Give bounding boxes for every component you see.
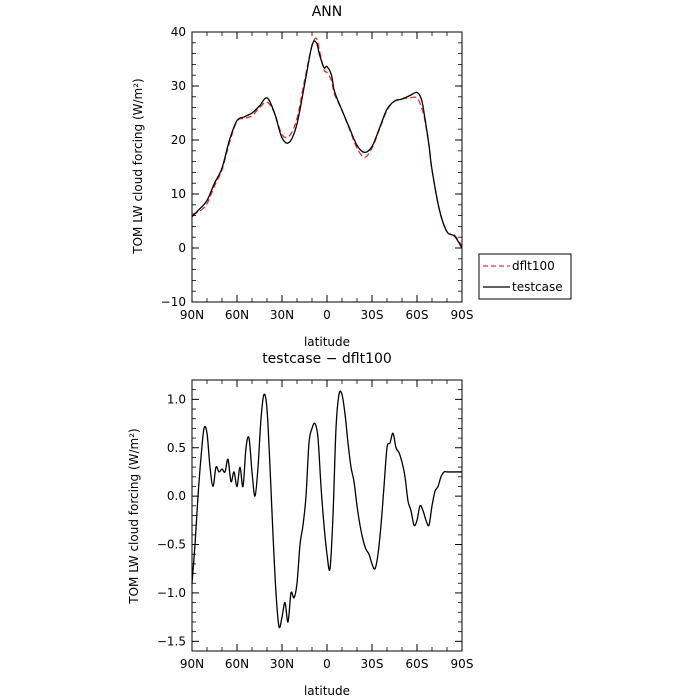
bottom-chart-series-line-series-0 xyxy=(191,390,462,629)
top-chart-y-axis-label: TOM LW cloud forcing (W/m²) xyxy=(131,78,145,255)
top-chart-y-tick-label: 40 xyxy=(171,25,186,39)
top-chart-ticks: −10 0 10 20 30 40 90N 60N 30N 0 30S 60S 90S xyxy=(161,25,474,322)
top-chart-series-line-dflt100 xyxy=(191,37,463,247)
legend-box xyxy=(478,253,572,300)
top-chart-title: ANN xyxy=(312,4,343,20)
top-chart-x-tick-label: 90S xyxy=(451,308,474,322)
bottom-chart-x-axis-label: latitude xyxy=(304,684,350,698)
bottom-chart-title: testcase − dflt100 xyxy=(262,351,392,367)
top-chart-x-tick-label: 30S xyxy=(361,308,384,322)
top-chart-y-tick-label: 20 xyxy=(171,133,186,147)
top-chart-y-tick-label: 30 xyxy=(171,79,186,93)
bottom-chart-x-tick-label: 90N xyxy=(180,657,204,671)
bottom-chart-y-tick-label: 1.0 xyxy=(167,392,186,406)
top-chart-x-tick-label: 60N xyxy=(225,308,249,322)
bottom-chart-x-tick-label: 60S xyxy=(406,657,429,671)
bottom-chart-y-tick-label: 0.0 xyxy=(167,489,186,503)
bottom-chart-x-tick-label: 30N xyxy=(270,657,294,671)
top-chart-x-tick-label: 0 xyxy=(323,308,331,322)
top-chart-series xyxy=(191,37,463,249)
bottom-chart-ticks: −1.5 −1.0 −0.5 0.0 0.5 1.0 90N 60N 30N 0 30S 60S 90S xyxy=(157,379,474,671)
top-chart-x-tick-label: 60S xyxy=(406,308,429,322)
bottom-chart-x-tick-label: 60N xyxy=(225,657,249,671)
bottom-chart-y-tick-label: 0.5 xyxy=(167,441,186,455)
bottom-chart-plot-frame xyxy=(191,379,463,652)
legend: dflt100 testcase xyxy=(478,253,572,300)
top-chart-y-tick-label: −10 xyxy=(161,295,186,309)
bottom-chart-x-tick-label: 90S xyxy=(451,657,474,671)
bottom-chart-y-tick-label: −1.5 xyxy=(157,634,186,648)
top-chart-y-tick-label: 10 xyxy=(171,187,186,201)
legend-label-dflt100: dflt100 xyxy=(512,259,555,273)
bottom-chart-x-tick-label: 30S xyxy=(361,657,384,671)
bottom-chart-x-tick-label: 0 xyxy=(323,657,331,671)
bottom-chart-y-tick-label: −0.5 xyxy=(157,538,186,552)
top-chart: ANN TOM LW cloud forcing (W/m²) latitude… xyxy=(131,4,572,349)
legend-label-testcase: testcase xyxy=(512,280,563,294)
top-chart-series-line-testcase xyxy=(191,40,463,249)
top-chart-plot-frame xyxy=(191,31,463,303)
top-chart-x-tick-label: 30N xyxy=(270,308,294,322)
top-chart-y-tick-label: 0 xyxy=(178,241,186,255)
top-chart-x-axis-label: latitude xyxy=(304,335,350,349)
bottom-chart-y-axis-label: TOM LW cloud forcing (W/m²) xyxy=(127,428,141,605)
bottom-chart-y-tick-label: −1.0 xyxy=(157,586,186,600)
bottom-chart-series xyxy=(191,390,462,629)
bottom-chart: testcase − dflt100 TOM LW cloud forcing … xyxy=(127,351,473,698)
top-chart-x-tick-label: 90N xyxy=(180,308,204,322)
